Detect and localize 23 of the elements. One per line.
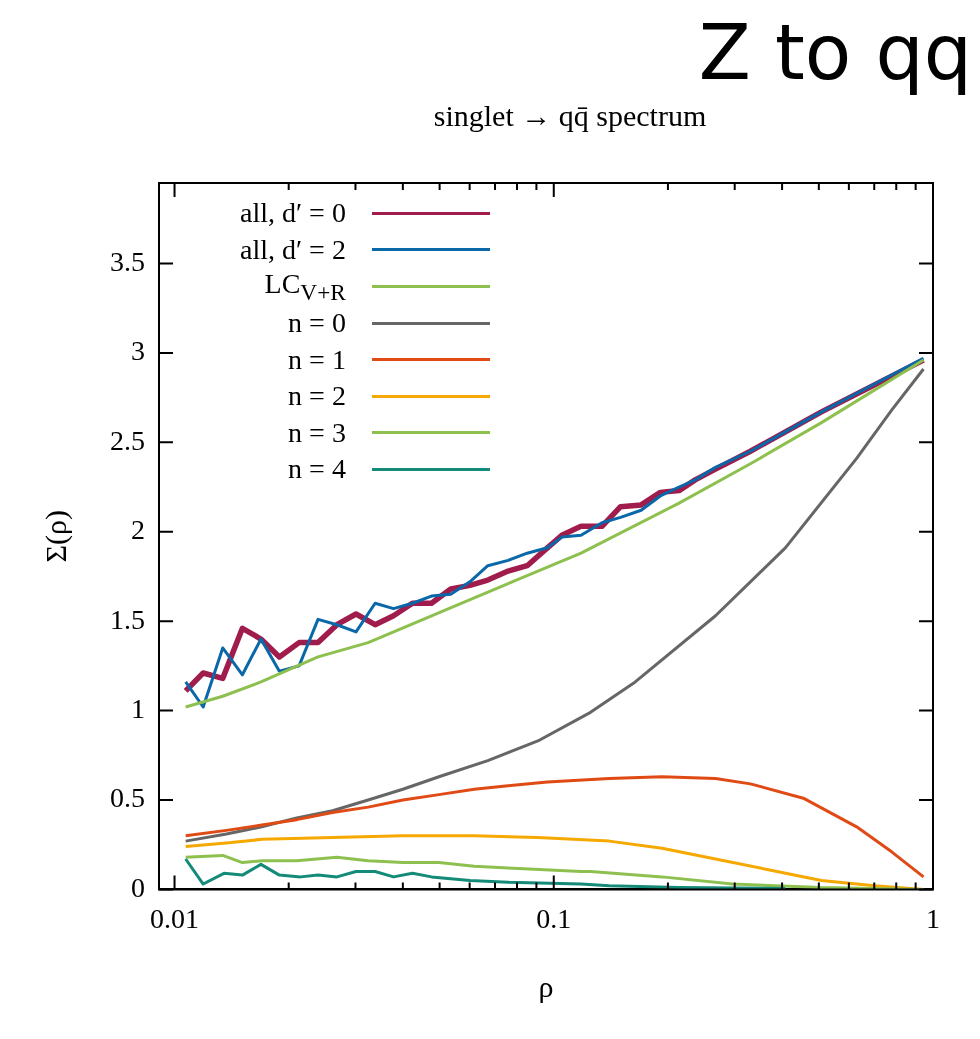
y-tick-label: 3: [131, 335, 145, 367]
legend-label: LC$_{V+R}$: [264, 267, 346, 306]
x-tick-label: 0.01: [150, 902, 200, 934]
y-tick-label: 0.5: [110, 782, 145, 814]
legend-label: n = 1: [288, 343, 346, 376]
chart-title: Z to qq: [698, 8, 972, 98]
x-tick-label: 1: [926, 902, 940, 934]
x-tick-label: 0.1: [536, 902, 572, 934]
legend-label: n = 0: [288, 307, 346, 340]
legend-label: n = 3: [288, 416, 346, 449]
y-axis-title: Σ(ρ): [38, 509, 73, 563]
x-axis-title: ρ: [538, 969, 554, 1003]
y-tick-label: 1: [131, 692, 145, 724]
y-tick-label: 0: [131, 871, 145, 903]
legend-label: n = 2: [288, 380, 346, 413]
legend-label: all, d′ = 2: [240, 233, 346, 266]
chart-subtitle: singlet → qq̄ spectrum: [432, 98, 708, 134]
y-tick-label: 3.5: [110, 245, 145, 277]
legend-label: n = 4: [288, 453, 346, 486]
y-tick-label: 1.5: [110, 603, 145, 635]
y-tick-label: 2: [131, 514, 145, 546]
legend-label: all, d′ = 0: [240, 197, 346, 230]
y-tick-label: 2.5: [110, 424, 145, 456]
